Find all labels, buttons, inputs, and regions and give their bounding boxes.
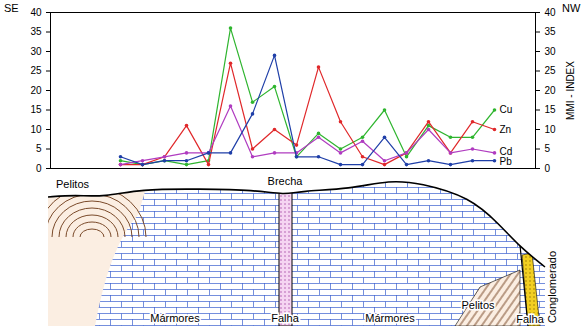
svg-text:Brecha: Brecha: [268, 175, 304, 187]
svg-text:Falha: Falha: [516, 313, 544, 325]
svg-text:Falha: Falha: [271, 312, 299, 324]
svg-text:15: 15: [545, 104, 557, 115]
svg-text:Mármores: Mármores: [365, 312, 415, 324]
svg-text:MMI - INDEX: MMI - INDEX: [565, 61, 576, 120]
svg-text:15: 15: [30, 104, 42, 115]
svg-text:Cd: Cd: [499, 146, 513, 157]
svg-text:40: 40: [545, 7, 557, 18]
svg-text:Pelitos: Pelitos: [461, 299, 495, 311]
svg-text:Pelitos: Pelitos: [56, 178, 90, 190]
svg-text:20: 20: [545, 85, 557, 96]
svg-text:25: 25: [545, 65, 557, 76]
svg-text:Pb: Pb: [500, 156, 513, 167]
svg-text:0: 0: [36, 163, 42, 174]
svg-text:10: 10: [545, 124, 557, 135]
svg-text:10: 10: [30, 124, 42, 135]
svg-text:30: 30: [545, 46, 557, 57]
svg-text:20: 20: [30, 85, 42, 96]
svg-text:35: 35: [30, 26, 42, 37]
svg-text:5: 5: [545, 143, 551, 154]
svg-text:30: 30: [30, 46, 42, 57]
svg-text:Cu: Cu: [500, 104, 513, 115]
svg-text:25: 25: [30, 65, 42, 76]
svg-text:5: 5: [36, 143, 42, 154]
svg-text:Mármores: Mármores: [150, 312, 200, 324]
svg-text:0: 0: [545, 163, 551, 174]
html-text:NW: NW: [562, 2, 581, 14]
svg-text:Conglomerado: Conglomerado: [546, 251, 558, 323]
svg-text:35: 35: [545, 26, 557, 37]
svg-text:Zn: Zn: [500, 124, 512, 135]
svg-text:40: 40: [30, 7, 42, 18]
html-text:SE: SE: [4, 2, 19, 14]
